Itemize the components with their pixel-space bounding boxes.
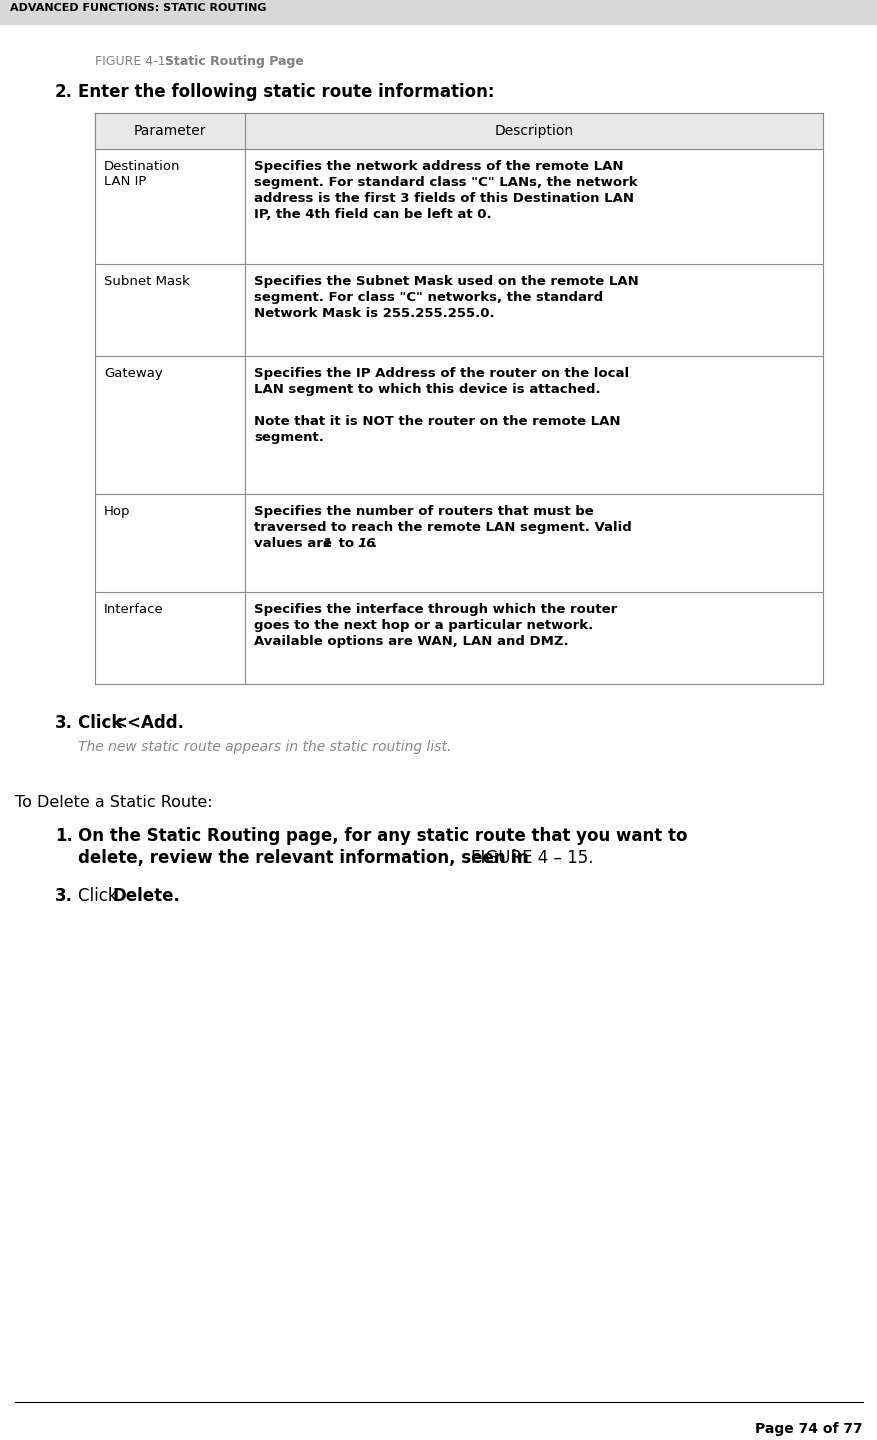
Text: Note that it is NOT the router on the remote LAN: Note that it is NOT the router on the re… <box>253 415 620 428</box>
Text: IP, the 4th field can be left at 0.: IP, the 4th field can be left at 0. <box>253 207 491 220</box>
Text: segment. For class "C" networks, the standard: segment. For class "C" networks, the sta… <box>253 291 602 304</box>
Text: Parameter: Parameter <box>133 124 206 138</box>
Text: .: . <box>372 537 377 550</box>
Text: Static Routing Page: Static Routing Page <box>165 55 303 68</box>
Text: 2.: 2. <box>55 84 73 101</box>
Text: Specifies the Subnet Mask used on the remote LAN: Specifies the Subnet Mask used on the re… <box>253 275 638 288</box>
Text: Description: Description <box>494 124 573 138</box>
Text: delete, review the relevant information, seen in: delete, review the relevant information,… <box>78 850 534 867</box>
Text: 1.: 1. <box>55 827 73 845</box>
Text: segment.: segment. <box>253 431 324 444</box>
Text: Available options are WAN, LAN and DMZ.: Available options are WAN, LAN and DMZ. <box>253 635 568 648</box>
Text: Specifies the number of routers that must be: Specifies the number of routers that mus… <box>253 505 593 518</box>
Text: Delete.: Delete. <box>113 887 181 904</box>
Text: 3.: 3. <box>55 714 73 732</box>
Text: ADVANCED FUNCTIONS: STATIC ROUTING: ADVANCED FUNCTIONS: STATIC ROUTING <box>10 3 267 13</box>
Text: Destination
LAN IP: Destination LAN IP <box>103 160 181 189</box>
Text: FIGURE 4-15:: FIGURE 4-15: <box>95 55 182 68</box>
Text: address is the first 3 fields of this Destination LAN: address is the first 3 fields of this De… <box>253 192 633 204</box>
Text: Click: Click <box>78 887 123 904</box>
Text: goes to the next hop or a particular network.: goes to the next hop or a particular net… <box>253 619 593 632</box>
Text: To Delete a Static Route:: To Delete a Static Route: <box>15 795 212 809</box>
Bar <box>0 0 877 24</box>
Text: Network Mask is 255.255.255.0.: Network Mask is 255.255.255.0. <box>253 307 494 320</box>
Text: to: to <box>333 537 359 550</box>
Text: 16: 16 <box>357 537 375 550</box>
Text: values are: values are <box>253 537 336 550</box>
Text: Enter the following static route information:: Enter the following static route informa… <box>78 84 494 101</box>
Text: Specifies the IP Address of the router on the local: Specifies the IP Address of the router o… <box>253 367 629 380</box>
Text: <<Add.: <<Add. <box>113 714 184 732</box>
Text: Interface: Interface <box>103 603 164 616</box>
Text: traversed to reach the remote LAN segment. Valid: traversed to reach the remote LAN segmen… <box>253 521 631 534</box>
Text: 3.: 3. <box>55 887 73 904</box>
Text: The new static route appears in the static routing list.: The new static route appears in the stat… <box>78 740 451 755</box>
Text: Specifies the network address of the remote LAN: Specifies the network address of the rem… <box>253 160 623 173</box>
Text: FIGURE 4 – 15.: FIGURE 4 – 15. <box>470 850 593 867</box>
Text: On the Static Routing page, for any static route that you want to: On the Static Routing page, for any stat… <box>78 827 687 845</box>
Text: Specifies the interface through which the router: Specifies the interface through which th… <box>253 603 617 616</box>
Text: segment. For standard class "C" LANs, the network: segment. For standard class "C" LANs, th… <box>253 176 637 189</box>
Text: Page 74 of 77: Page 74 of 77 <box>754 1423 862 1436</box>
Text: Gateway: Gateway <box>103 367 162 380</box>
Text: Subnet Mask: Subnet Mask <box>103 275 189 288</box>
Text: Click: Click <box>78 714 128 732</box>
Bar <box>95 112 822 148</box>
Text: LAN segment to which this device is attached.: LAN segment to which this device is atta… <box>253 383 600 396</box>
Text: 1: 1 <box>322 537 331 550</box>
Text: Hop: Hop <box>103 505 131 518</box>
